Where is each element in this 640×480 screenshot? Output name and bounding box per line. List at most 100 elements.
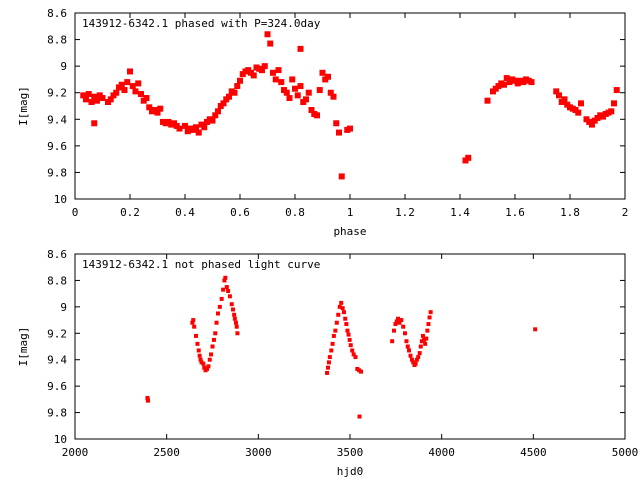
data-point [267,40,274,47]
data-point [424,336,429,341]
data-point [484,97,491,104]
data-point [275,67,282,74]
data-point [197,353,202,358]
data-point [327,89,334,96]
data-point [325,370,330,375]
y-tick-label: 9.8 [47,166,67,179]
data-point [250,72,257,79]
data-point [297,83,304,90]
data-point [294,92,301,99]
y-tick-label: 8.6 [47,7,67,20]
data-point [193,124,199,131]
data-point [99,95,106,102]
x-tick-label: 2 [622,206,629,219]
data-point [339,300,344,305]
chart-title: 143912-6342.1 not phased light curve [82,258,320,271]
chart-title: 143912-6342.1 phased with P=324.0day [82,17,321,30]
data-point [341,310,346,315]
data-point [292,85,298,92]
x-tick-label: 0.6 [230,206,250,219]
y-tick-label: 9.6 [47,380,67,393]
data-point [213,331,218,336]
data-point [336,312,341,317]
data-point [143,95,150,102]
data-point [234,324,239,329]
data-point [231,89,238,96]
data-point [224,285,229,290]
data-point [192,324,197,329]
data-point [501,81,507,88]
y-axis-label: I[mag] [17,327,30,367]
data-point [343,316,348,321]
data-point [118,81,125,88]
data-point [333,120,340,127]
data-point [190,320,195,325]
data-point [608,108,615,115]
data-point [217,304,222,309]
data-point [392,328,396,333]
y-tick-label: 9 [60,60,67,73]
data-point [344,322,349,327]
data-point [94,97,100,104]
data-point [226,289,231,293]
y-tick-label: 8.8 [47,274,67,287]
data-point [333,328,338,333]
data-point [316,87,323,94]
data-point [357,414,362,419]
data-point [397,320,402,325]
data-point [308,106,315,113]
data-point [427,315,432,320]
data-point [326,365,330,370]
x-tick-label: 1.6 [505,206,525,219]
data-point [428,310,433,315]
data-point [194,333,198,338]
data-point [330,93,337,100]
data-point [205,366,209,371]
data-point [413,361,418,366]
data-point [340,306,345,311]
data-point [132,88,139,95]
data-point [314,112,320,119]
data-point [146,104,153,111]
data-point [325,73,331,80]
data-point [396,316,401,321]
data-point [121,87,128,94]
data-point [613,87,620,94]
data-point [264,31,271,38]
y-tick-label: 9.4 [47,354,67,367]
y-tick-label: 9.8 [47,407,67,420]
data-point [346,332,351,337]
data-point [219,296,224,301]
data-point [91,120,98,127]
data-point [235,331,240,336]
data-point [425,328,430,333]
data-point [331,333,336,338]
data-point [319,69,326,76]
data-point [212,112,219,119]
data-point [405,344,410,349]
data-point [182,122,188,129]
data-point [223,275,228,280]
y-tick-label: 9 [60,301,67,314]
data-point [329,348,334,353]
data-point [334,320,339,325]
data-point [289,76,296,83]
data-point [124,79,131,86]
x-tick-label: 4500 [520,446,547,459]
x-axis-label: phase [333,225,366,238]
data-point [216,311,220,316]
data-point [227,294,232,299]
data-point [359,369,363,374]
data-point [113,89,120,96]
data-point [83,96,89,103]
data-point [350,348,355,353]
data-point [157,105,164,112]
data-point [416,355,421,360]
x-tick-label: 0.4 [175,206,195,219]
data-point [233,320,238,325]
data-point [138,91,144,98]
data-point [207,357,212,362]
data-point [231,307,236,312]
data-point [237,77,243,84]
data-point [270,69,276,76]
